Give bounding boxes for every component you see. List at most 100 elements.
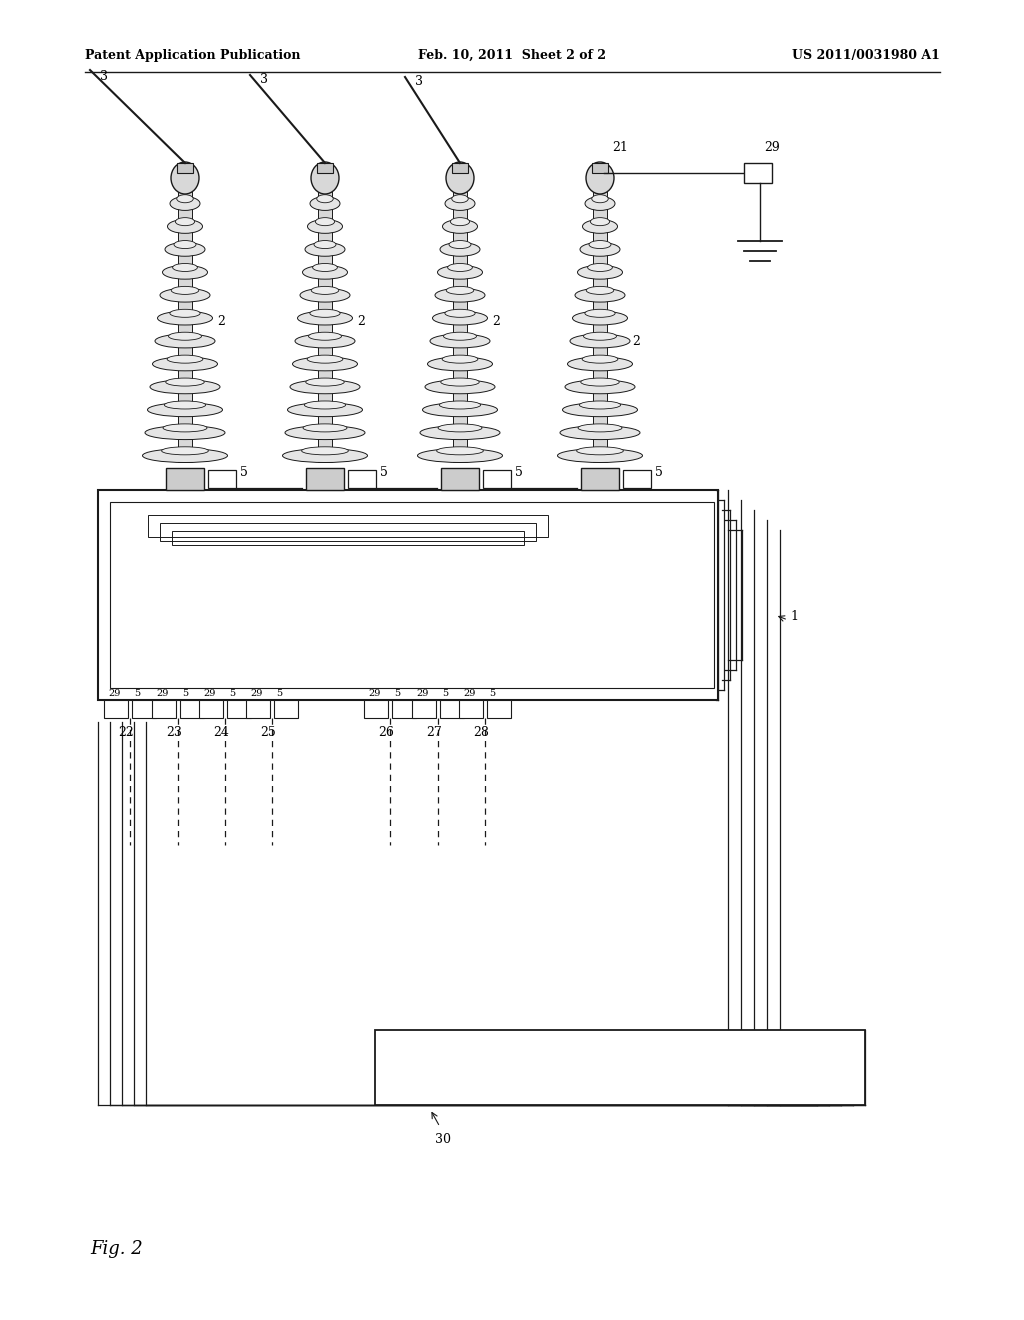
Bar [375,1030,865,1105]
Bar [227,700,251,718]
Ellipse shape [585,197,615,210]
Ellipse shape [446,162,474,194]
Ellipse shape [586,162,614,194]
Bar [199,700,223,718]
Bar [98,490,718,700]
Ellipse shape [435,288,485,302]
Text: 25: 25 [260,726,275,739]
Bar [623,470,651,488]
Ellipse shape [432,312,487,325]
Ellipse shape [418,449,503,462]
Bar [440,700,464,718]
Bar [172,531,524,545]
Bar [148,515,548,537]
Text: 5: 5 [240,466,248,479]
Bar [452,162,468,173]
Ellipse shape [312,264,337,272]
Text: 28: 28 [473,726,488,739]
Text: 3: 3 [260,73,268,86]
Ellipse shape [449,240,471,248]
Ellipse shape [303,424,347,432]
Text: 29: 29 [463,689,475,698]
Bar [592,162,608,173]
Ellipse shape [314,240,336,248]
Ellipse shape [170,309,200,317]
Ellipse shape [283,449,368,462]
Bar [306,469,344,490]
Bar [412,700,436,718]
Ellipse shape [163,424,207,432]
Ellipse shape [285,426,365,440]
Bar [441,469,479,490]
Ellipse shape [580,401,621,409]
Ellipse shape [451,218,470,226]
Ellipse shape [423,403,498,417]
Ellipse shape [163,265,208,279]
Ellipse shape [587,286,613,294]
Ellipse shape [304,401,346,409]
Ellipse shape [577,446,624,455]
Ellipse shape [439,401,480,409]
Ellipse shape [173,264,198,272]
Text: 5: 5 [182,689,188,698]
Bar [246,700,270,718]
Text: 2: 2 [632,335,640,348]
Bar [483,470,511,488]
Ellipse shape [437,265,482,279]
Ellipse shape [310,309,340,317]
Ellipse shape [310,197,340,210]
Ellipse shape [316,195,333,203]
Text: Patent Application Publication: Patent Application Publication [85,49,300,62]
Ellipse shape [589,240,611,248]
Text: 2: 2 [217,315,225,327]
Text: 29: 29 [416,689,428,698]
Text: US 2011/0031980 A1: US 2011/0031980 A1 [793,49,940,62]
Bar [160,523,536,541]
Bar [364,700,388,718]
Text: 30: 30 [435,1133,451,1146]
Ellipse shape [298,312,352,325]
Ellipse shape [436,446,483,455]
Ellipse shape [293,358,357,371]
Bar [166,469,204,490]
Ellipse shape [295,334,355,348]
Bar [487,700,511,718]
Text: 5: 5 [134,689,140,698]
Text: 29: 29 [203,689,215,698]
Ellipse shape [177,195,194,203]
Ellipse shape [578,424,622,432]
Text: 29: 29 [156,689,168,698]
Ellipse shape [562,403,638,417]
Ellipse shape [306,378,344,385]
Ellipse shape [167,355,203,363]
Ellipse shape [565,380,635,393]
Ellipse shape [592,195,608,203]
Ellipse shape [147,403,222,417]
Ellipse shape [582,355,617,363]
Ellipse shape [440,378,479,385]
Ellipse shape [145,426,225,440]
Ellipse shape [584,333,616,341]
Bar [152,700,176,718]
Ellipse shape [446,286,474,294]
Ellipse shape [440,243,480,256]
Ellipse shape [425,380,495,393]
Bar [180,700,204,718]
Ellipse shape [427,358,493,371]
Bar [593,187,607,462]
Ellipse shape [438,424,482,432]
Bar [317,162,333,173]
Bar [348,470,376,488]
Bar [178,187,193,462]
Ellipse shape [308,333,341,341]
Ellipse shape [166,378,204,385]
Ellipse shape [150,380,220,393]
Ellipse shape [160,288,210,302]
Bar [744,162,772,183]
Text: Fig. 2: Fig. 2 [90,1239,142,1258]
Ellipse shape [142,449,227,462]
Text: 5: 5 [394,689,400,698]
Ellipse shape [570,334,630,348]
Ellipse shape [444,309,475,317]
Ellipse shape [442,219,477,234]
